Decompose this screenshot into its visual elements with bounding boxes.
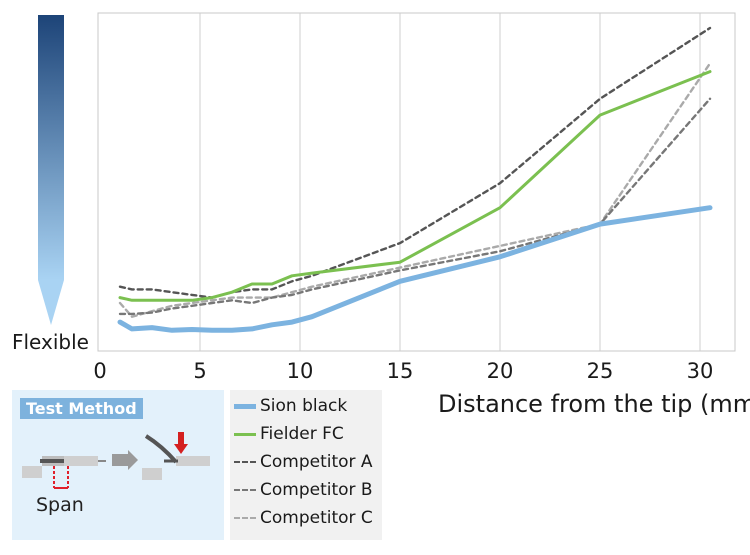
legend-swatch — [234, 489, 256, 491]
series-layer — [117, 26, 713, 333]
x-tick-label: 25 — [587, 359, 614, 383]
legend-swatch — [234, 517, 256, 519]
legend-swatch — [234, 461, 256, 463]
legend-item: Sion black — [234, 394, 347, 418]
x-axis-title: Distance from the tip (mm) — [438, 390, 750, 418]
series-line-competitor-a — [118, 26, 712, 299]
test-method-diagram — [22, 432, 210, 489]
x-tick-label: 15 — [387, 359, 414, 383]
legend: Sion black Fielder FC Competitor A Compe… — [230, 390, 382, 540]
series-line-competitor-c — [118, 62, 712, 318]
y-low-label: Flexible — [12, 330, 89, 354]
x-tick-label: 0 — [93, 359, 106, 383]
legend-item: Fielder FC — [234, 422, 344, 446]
x-tick-label: 20 — [487, 359, 514, 383]
legend-item: Competitor A — [234, 450, 373, 474]
test-method-panel: Test Method Span — [12, 390, 224, 540]
plot-frame — [97, 12, 736, 352]
legend-label: Competitor B — [260, 480, 373, 500]
legend-label: Competitor A — [260, 452, 373, 472]
legend-item: Competitor C — [234, 506, 373, 530]
grid — [199, 13, 701, 351]
series-line-sion-black — [117, 205, 713, 333]
x-tick-labels: 0 5 10 15 20 25 30 — [93, 359, 713, 383]
x-tick-label: 5 — [193, 359, 206, 383]
legend-swatch — [234, 403, 256, 409]
x-tick-label: 10 — [287, 359, 314, 383]
flexibility-arrow — [38, 15, 64, 325]
legend-item: Competitor B — [234, 478, 373, 502]
legend-label: Competitor C — [260, 508, 373, 528]
legend-swatch — [234, 432, 256, 436]
series-line-competitor-b — [118, 97, 712, 316]
legend-label: Sion black — [260, 396, 348, 416]
x-tick-label: 30 — [687, 359, 714, 383]
legend-label: Fielder FC — [260, 424, 344, 444]
series-line-fielder-fc — [118, 70, 712, 302]
span-label: Span — [36, 494, 84, 516]
test-method-title: Test Method — [20, 398, 143, 419]
